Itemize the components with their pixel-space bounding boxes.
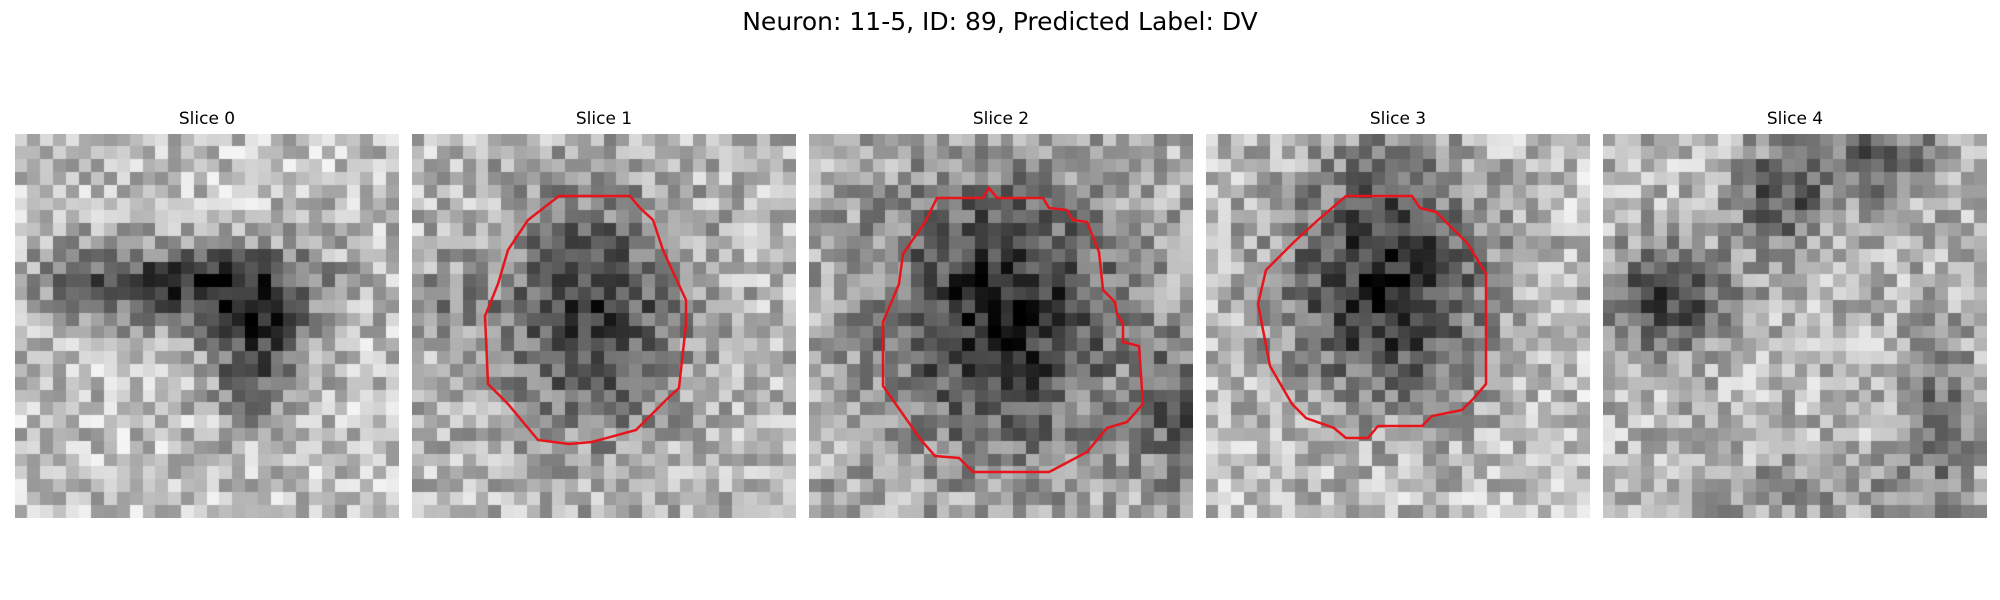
slice-title-2: Slice 2 [972, 109, 1030, 129]
slice-title-3: Slice 3 [1369, 109, 1427, 129]
slice-image-3 [1206, 134, 1590, 518]
slice-title-0: Slice 0 [178, 109, 236, 129]
slice-image-1 [412, 134, 796, 518]
slice-image-0 [15, 134, 399, 518]
slice-panel-2: Slice 2 [809, 108, 1193, 518]
segmentation-contour-3 [1256, 194, 1488, 440]
figure-title: Neuron: 11-5, ID: 89, Predicted Label: D… [742, 7, 1258, 36]
slice-panel-0: Slice 0 [15, 108, 399, 518]
segmentation-contour-2 [881, 185, 1145, 474]
slice-title-1: Slice 1 [575, 109, 633, 129]
slice-image-4 [1603, 134, 1987, 518]
segmentation-contour-1 [483, 194, 688, 446]
slice-panel-1: Slice 1 [412, 108, 796, 518]
slice-panel-4: Slice 4 [1603, 108, 1987, 518]
slice-title-4: Slice 4 [1766, 109, 1824, 129]
slice-panel-3: Slice 3 [1206, 108, 1590, 518]
